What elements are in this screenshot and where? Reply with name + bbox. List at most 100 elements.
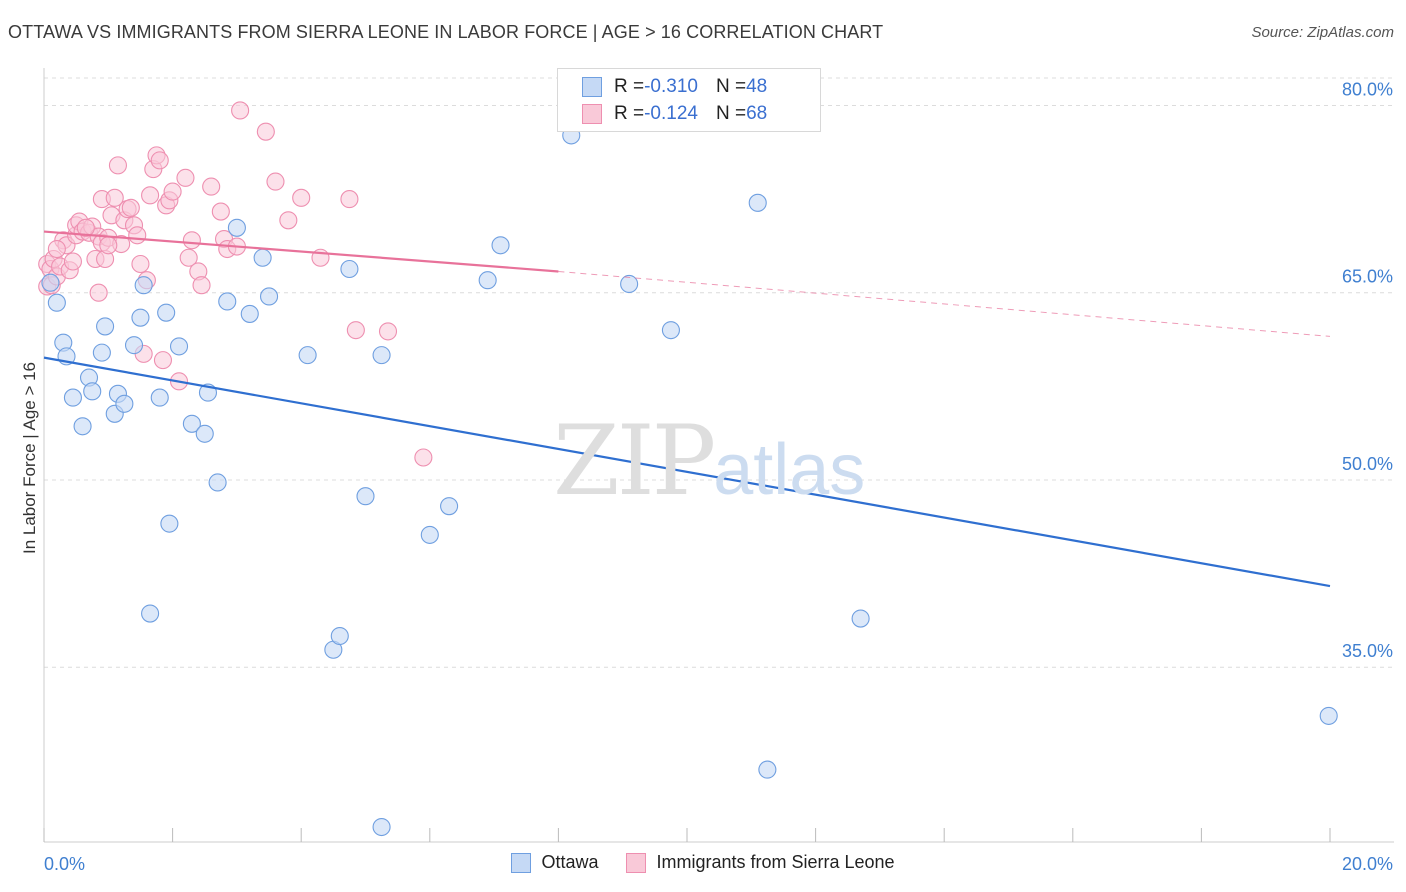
ottawa-point: [141, 604, 160, 623]
sierra-leone-point: [414, 448, 433, 467]
ottawa-point: [150, 388, 169, 407]
legend-row-sierra-leone: R = -0.124 N = 68: [582, 101, 767, 127]
n-value-sierra-leone: 68: [746, 103, 768, 124]
sierra-leone-point: [76, 218, 95, 237]
sierra-leone-point: [179, 248, 198, 267]
sierra-leone-point: [292, 188, 311, 207]
r-value-ottawa: -0.310: [644, 76, 698, 97]
sierra-leone-point: [378, 322, 398, 341]
sierra-leone-point: [131, 254, 150, 274]
ottawa-point: [748, 193, 767, 212]
ottawa-point: [92, 343, 111, 362]
ottawa-point: [340, 259, 359, 279]
ottawa-trend-line: [43, 356, 1331, 588]
y-tick-label: 65.0%: [1342, 267, 1393, 287]
sierra-leone-point: [192, 276, 211, 295]
ottawa-point: [356, 487, 375, 506]
sierra-leone-point: [231, 101, 250, 120]
ottawa-points: [41, 126, 1338, 837]
sierra-leone-points: [38, 101, 433, 467]
legend-item-sierra-leone[interactable]: Immigrants from Sierra Leone: [626, 852, 895, 873]
ottawa-point: [115, 394, 134, 413]
ottawa-point: [47, 293, 66, 312]
axes: [43, 68, 1394, 843]
n-label: N =: [715, 103, 747, 124]
ottawa-point: [96, 317, 115, 336]
ottawa-point: [160, 514, 179, 533]
legend-label-sierra-leone: Immigrants from Sierra Leone: [656, 852, 895, 872]
sierra-leone-point: [121, 198, 140, 217]
source-note: Source: ZipAtlas.com: [1251, 24, 1394, 41]
stats-legend: R = -0.310 N = 48 R = -0.124 N = 68: [557, 68, 821, 132]
series-legend: Ottawa Immigrants from Sierra Leone: [0, 852, 1406, 873]
ottawa-point: [240, 304, 259, 323]
ottawa-point: [227, 218, 246, 237]
sierra-leone-point: [150, 151, 169, 170]
watermark-atlas: atlas: [713, 430, 866, 510]
sierra-leone-point: [346, 321, 365, 340]
ottawa-point: [253, 248, 272, 267]
ottawa-point: [41, 273, 60, 292]
ottawa-point: [169, 337, 189, 356]
sierra-leone-point: [47, 239, 66, 259]
sierra-leone-point: [99, 236, 118, 255]
sierra-leone-point: [63, 252, 82, 271]
ottawa-point: [208, 473, 227, 492]
ottawa-point: [620, 274, 639, 294]
ottawa-point: [420, 525, 439, 544]
watermark-zip: ZIP: [553, 405, 716, 517]
sierra-leone-point: [105, 188, 124, 207]
ottawa-point: [661, 321, 680, 340]
grid-lines: [44, 77, 1394, 668]
ottawa-point: [298, 346, 317, 365]
n-label: N =: [715, 76, 747, 97]
ottawa-point: [157, 303, 176, 322]
ottawa-point: [478, 271, 497, 290]
y-tick-label: 80.0%: [1342, 79, 1393, 99]
ottawa-point: [440, 497, 459, 516]
tick-labels: 35.0% 50.0% 65.0% 80.0% 0.0% 20.0%: [44, 79, 1393, 874]
sierra-leone-trend-line: [43, 230, 559, 273]
ottawa-point: [372, 346, 391, 365]
y-tick-label: 35.0%: [1342, 641, 1393, 661]
ottawa-point: [131, 308, 150, 327]
ottawa-point: [218, 292, 237, 311]
ottawa-point: [83, 382, 102, 401]
sierra-leone-swatch: [582, 104, 602, 124]
sierra-leone-point: [340, 190, 359, 209]
ottawa-swatch: [582, 77, 602, 97]
sierra-leone-trend-extension: [558, 270, 1331, 337]
legend-item-ottawa[interactable]: Ottawa: [511, 852, 598, 873]
chart-title: OTTAWA VS IMMIGRANTS FROM SIERRA LEONE I…: [8, 22, 884, 42]
ottawa-point: [182, 414, 201, 433]
ottawa-point: [1319, 706, 1338, 725]
trend-lines: [43, 230, 1331, 588]
ottawa-point: [124, 336, 144, 355]
ottawa-legend-swatch: [511, 852, 532, 873]
r-label: R =: [614, 76, 645, 97]
ottawa-point: [491, 236, 510, 255]
sierra-leone-point: [128, 226, 147, 245]
ottawa-point: [851, 609, 870, 628]
y-tick-label: 50.0%: [1342, 454, 1393, 474]
ottawa-point: [134, 276, 153, 295]
ottawa-point: [330, 626, 349, 646]
ottawa-point: [259, 287, 279, 306]
r-value-sierra-leone: -0.124: [644, 103, 698, 124]
sierra-leone-point: [266, 172, 285, 191]
sierra-leone-point: [211, 202, 230, 221]
ottawa-point: [758, 760, 777, 779]
sierra-leone-point: [279, 211, 298, 230]
sierra-leone-point: [256, 122, 275, 141]
sierra-leone-point: [182, 231, 201, 250]
y-axis-label: In Labor Force | Age > 16: [20, 362, 39, 554]
sierra-leone-point: [163, 182, 182, 201]
sierra-leone-point: [202, 177, 221, 196]
sierra-leone-point: [176, 168, 195, 187]
ottawa-point: [63, 388, 82, 407]
x-tick-label: 20.0%: [1342, 854, 1393, 874]
watermark: ZIPatlas: [553, 405, 865, 517]
r-label: R =: [614, 103, 645, 124]
ottawa-point: [73, 417, 92, 436]
x-tick-label: 0.0%: [44, 854, 85, 874]
